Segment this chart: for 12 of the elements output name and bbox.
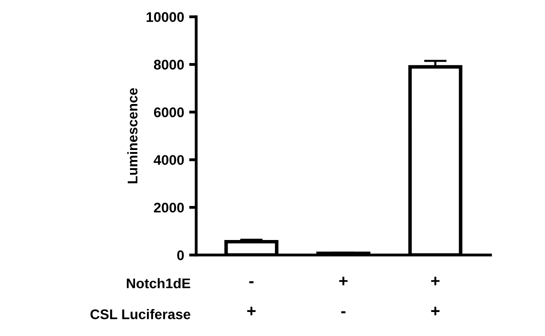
category-label: - + — [247, 281, 256, 316]
y-tick-label: 2000 — [154, 202, 184, 213]
category-label: + - — [339, 276, 348, 314]
y-tick-label: 0 — [177, 250, 184, 260]
category-label: + + — [431, 276, 440, 316]
y-tick-label: 8000 — [154, 60, 184, 70]
y-axis-title: Luminescence — [127, 88, 138, 184]
text: Notch1dE — [126, 278, 190, 288]
text: CSL Luciferase — [90, 309, 190, 320]
y-tick-label: 4000 — [154, 155, 184, 165]
y-tick-label: 10000 — [146, 12, 184, 22]
y-tick-label: 6000 — [154, 107, 184, 118]
